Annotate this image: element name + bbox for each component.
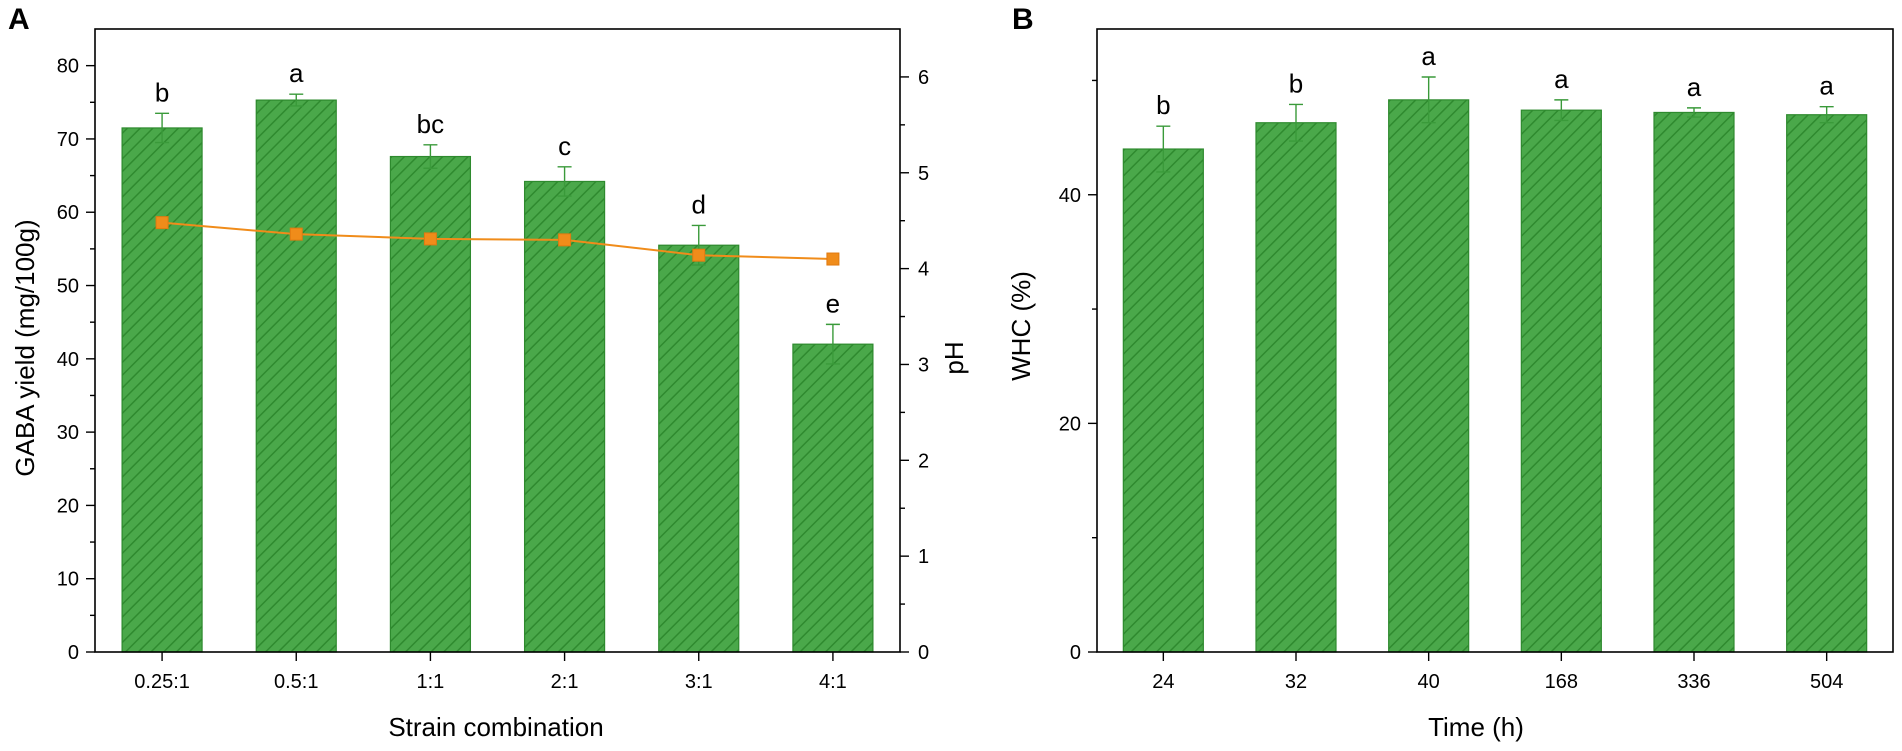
bar-b-336 bbox=[1653, 111, 1735, 653]
y-tick-label-a: 60 bbox=[57, 202, 79, 224]
chart-a-y2label: pH bbox=[939, 341, 969, 374]
error-bar-a-2 bbox=[423, 144, 438, 169]
significance-label-a-1: a bbox=[289, 58, 304, 88]
bar-b-40 bbox=[1388, 99, 1470, 653]
significance-label-b-2: a bbox=[1421, 41, 1436, 71]
chart-b-ylabel: WHC (%) bbox=[1006, 271, 1036, 381]
error-bar-b-2 bbox=[1421, 76, 1436, 124]
y-tick-label-a: 0 bbox=[68, 642, 79, 664]
ph-point-2 bbox=[423, 232, 437, 246]
x-tick-label-b: 504 bbox=[1810, 671, 1843, 693]
bar-a-2-1 bbox=[523, 180, 606, 653]
significance-label-a-2: bc bbox=[417, 109, 444, 139]
ph-point-5 bbox=[826, 252, 840, 266]
chart-b-xlabel: Time (h) bbox=[1428, 712, 1524, 742]
ph-point-0 bbox=[155, 216, 169, 230]
bar-a-0-5-1 bbox=[255, 99, 337, 653]
chart-a-ylabel: GABA yield (mg/100g) bbox=[10, 219, 40, 476]
x-tick-label-b: 32 bbox=[1285, 671, 1307, 693]
y-tick-label-a: 20 bbox=[57, 495, 79, 517]
y2-tick-label: 1 bbox=[918, 546, 929, 568]
ph-point-1 bbox=[289, 227, 303, 241]
y2-tick-label: 5 bbox=[918, 163, 929, 185]
x-tick-label-b: 168 bbox=[1545, 671, 1578, 693]
x-tick-label-a: 3:1 bbox=[685, 671, 713, 693]
x-tick-label-a: 1:1 bbox=[417, 671, 445, 693]
significance-label-a-0: b bbox=[155, 77, 169, 107]
y-tick-label-b: 40 bbox=[1059, 185, 1081, 207]
significance-label-b-1: b bbox=[1289, 68, 1303, 98]
x-tick-label-a: 2:1 bbox=[551, 671, 579, 693]
y-tick-label-b: 0 bbox=[1070, 642, 1081, 664]
ph-series-line bbox=[161, 221, 833, 261]
y2-tick-label: 4 bbox=[918, 259, 929, 281]
y2-tick-label: 3 bbox=[918, 354, 929, 376]
bar-a-0-25-1 bbox=[121, 127, 203, 653]
ph-point-4 bbox=[692, 248, 706, 262]
y2-tick-label: 6 bbox=[918, 67, 929, 89]
plot-frame-b bbox=[1096, 28, 1894, 653]
y-tick-label-a: 10 bbox=[57, 569, 79, 591]
bar-a-3-1 bbox=[658, 244, 740, 653]
chart-a: Strain combination GABA yield (mg/100g) … bbox=[10, 28, 969, 742]
y2-tick-label: 2 bbox=[918, 450, 929, 472]
bar-a-1-1 bbox=[389, 155, 472, 653]
significance-label-b-3: a bbox=[1554, 64, 1569, 94]
significance-label-a-4: d bbox=[692, 189, 706, 219]
error-bar-a-3 bbox=[557, 166, 572, 197]
plot-frame-a bbox=[94, 28, 901, 653]
error-bar-b-0 bbox=[1156, 125, 1171, 173]
error-bar-b-4 bbox=[1687, 107, 1701, 118]
panel-b-label: B bbox=[1012, 3, 1034, 36]
x-tick-label-b: 40 bbox=[1418, 671, 1440, 693]
significance-label-b-0: b bbox=[1156, 90, 1170, 120]
x-tick-label-a: 0.25:1 bbox=[134, 671, 190, 693]
significance-label-a-3: c bbox=[558, 131, 571, 161]
x-tick-label-b: 24 bbox=[1152, 671, 1174, 693]
chart-a-xlabel: Strain combination bbox=[388, 712, 603, 742]
significance-label-a-5: e bbox=[826, 288, 840, 318]
bar-b-504 bbox=[1786, 114, 1868, 653]
error-bar-a-5 bbox=[825, 323, 840, 365]
bar-b-32 bbox=[1255, 122, 1337, 653]
bar-a-4-1 bbox=[792, 343, 874, 653]
bar-b-168 bbox=[1520, 109, 1602, 653]
y-tick-label-b: 20 bbox=[1059, 413, 1081, 435]
error-bar-a-0 bbox=[155, 112, 170, 144]
ph-point-3 bbox=[558, 233, 572, 247]
x-tick-label-a: 4:1 bbox=[819, 671, 847, 693]
y-tick-label-a: 40 bbox=[57, 349, 79, 371]
significance-label-b-5: a bbox=[1819, 71, 1834, 101]
y-tick-label-a: 50 bbox=[57, 276, 79, 298]
error-bar-b-1 bbox=[1289, 103, 1303, 142]
y2-tick-label: 0 bbox=[918, 642, 929, 664]
x-tick-label-a: 0.5:1 bbox=[274, 671, 318, 693]
y-tick-label-a: 30 bbox=[57, 422, 79, 444]
error-bar-a-1 bbox=[289, 93, 304, 107]
panel-a-label: A bbox=[8, 3, 30, 36]
y-tick-label-a: 80 bbox=[57, 56, 79, 78]
error-bar-b-5 bbox=[1819, 106, 1834, 124]
x-tick-label-b: 336 bbox=[1677, 671, 1710, 693]
y-tick-label-a: 70 bbox=[57, 129, 79, 151]
significance-label-b-4: a bbox=[1687, 72, 1702, 102]
bar-b-24 bbox=[1122, 148, 1204, 653]
error-bar-b-3 bbox=[1554, 99, 1569, 122]
chart-b: Time (h) WHC (%) b b a a a a 0 20 40 24 32 40 168 336… bbox=[1006, 28, 1894, 742]
